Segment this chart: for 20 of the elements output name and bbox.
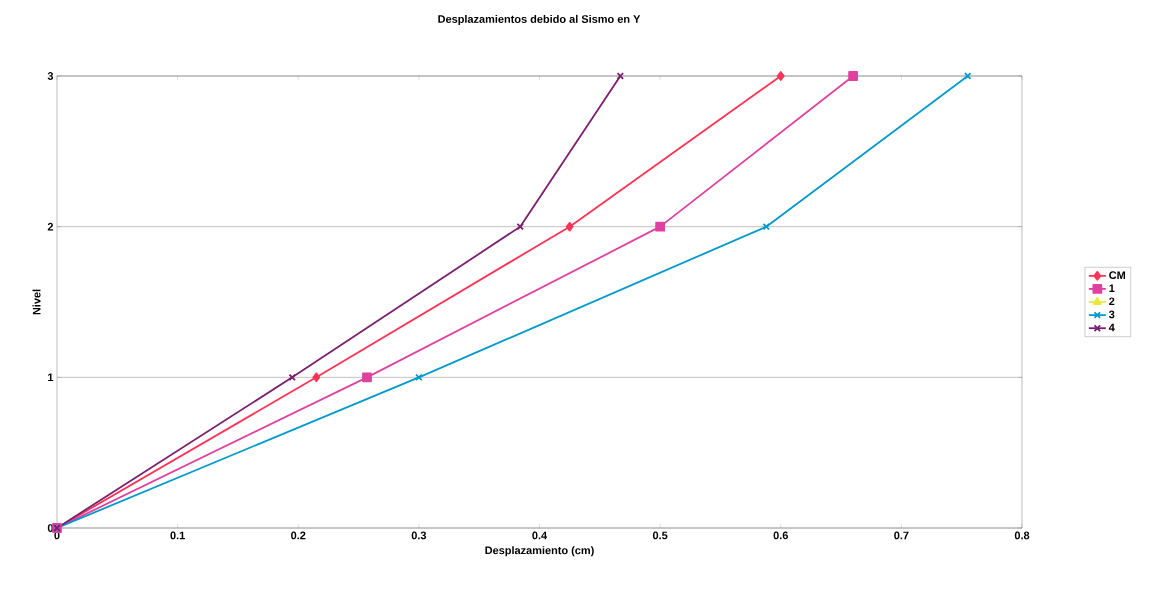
x-tick-label: 0.8 [1014,531,1030,540]
y-axis-title: Nivel [32,289,41,315]
x-tick-label: 0.4 [532,531,548,540]
legend-label: 2 [1109,297,1115,306]
legend-label: 1 [1109,284,1115,292]
x-tick-label: 0.2 [291,531,306,540]
y-tick-label: 2 [47,222,54,231]
x-tick-label: 0.1 [170,531,185,540]
y-tick-label: 1 [48,373,54,382]
x-tick-label: 0.6 [773,531,788,540]
legend-label: 3 [1108,310,1115,319]
x-tick-label: 0.7 [894,531,909,540]
y-tick-label: 0 [47,524,54,532]
chart-title: Desplazamientos debido al Sismo en Y [438,14,641,26]
x-tick-label: 0.5 [652,531,668,540]
y-tick-label: 3 [47,72,54,80]
x-axis-title: Desplazamiento (cm) [485,546,594,557]
x-tick-label: 0.3 [411,531,427,540]
legend-label: 4 [1108,323,1115,332]
legend-label: CM [1109,271,1126,280]
